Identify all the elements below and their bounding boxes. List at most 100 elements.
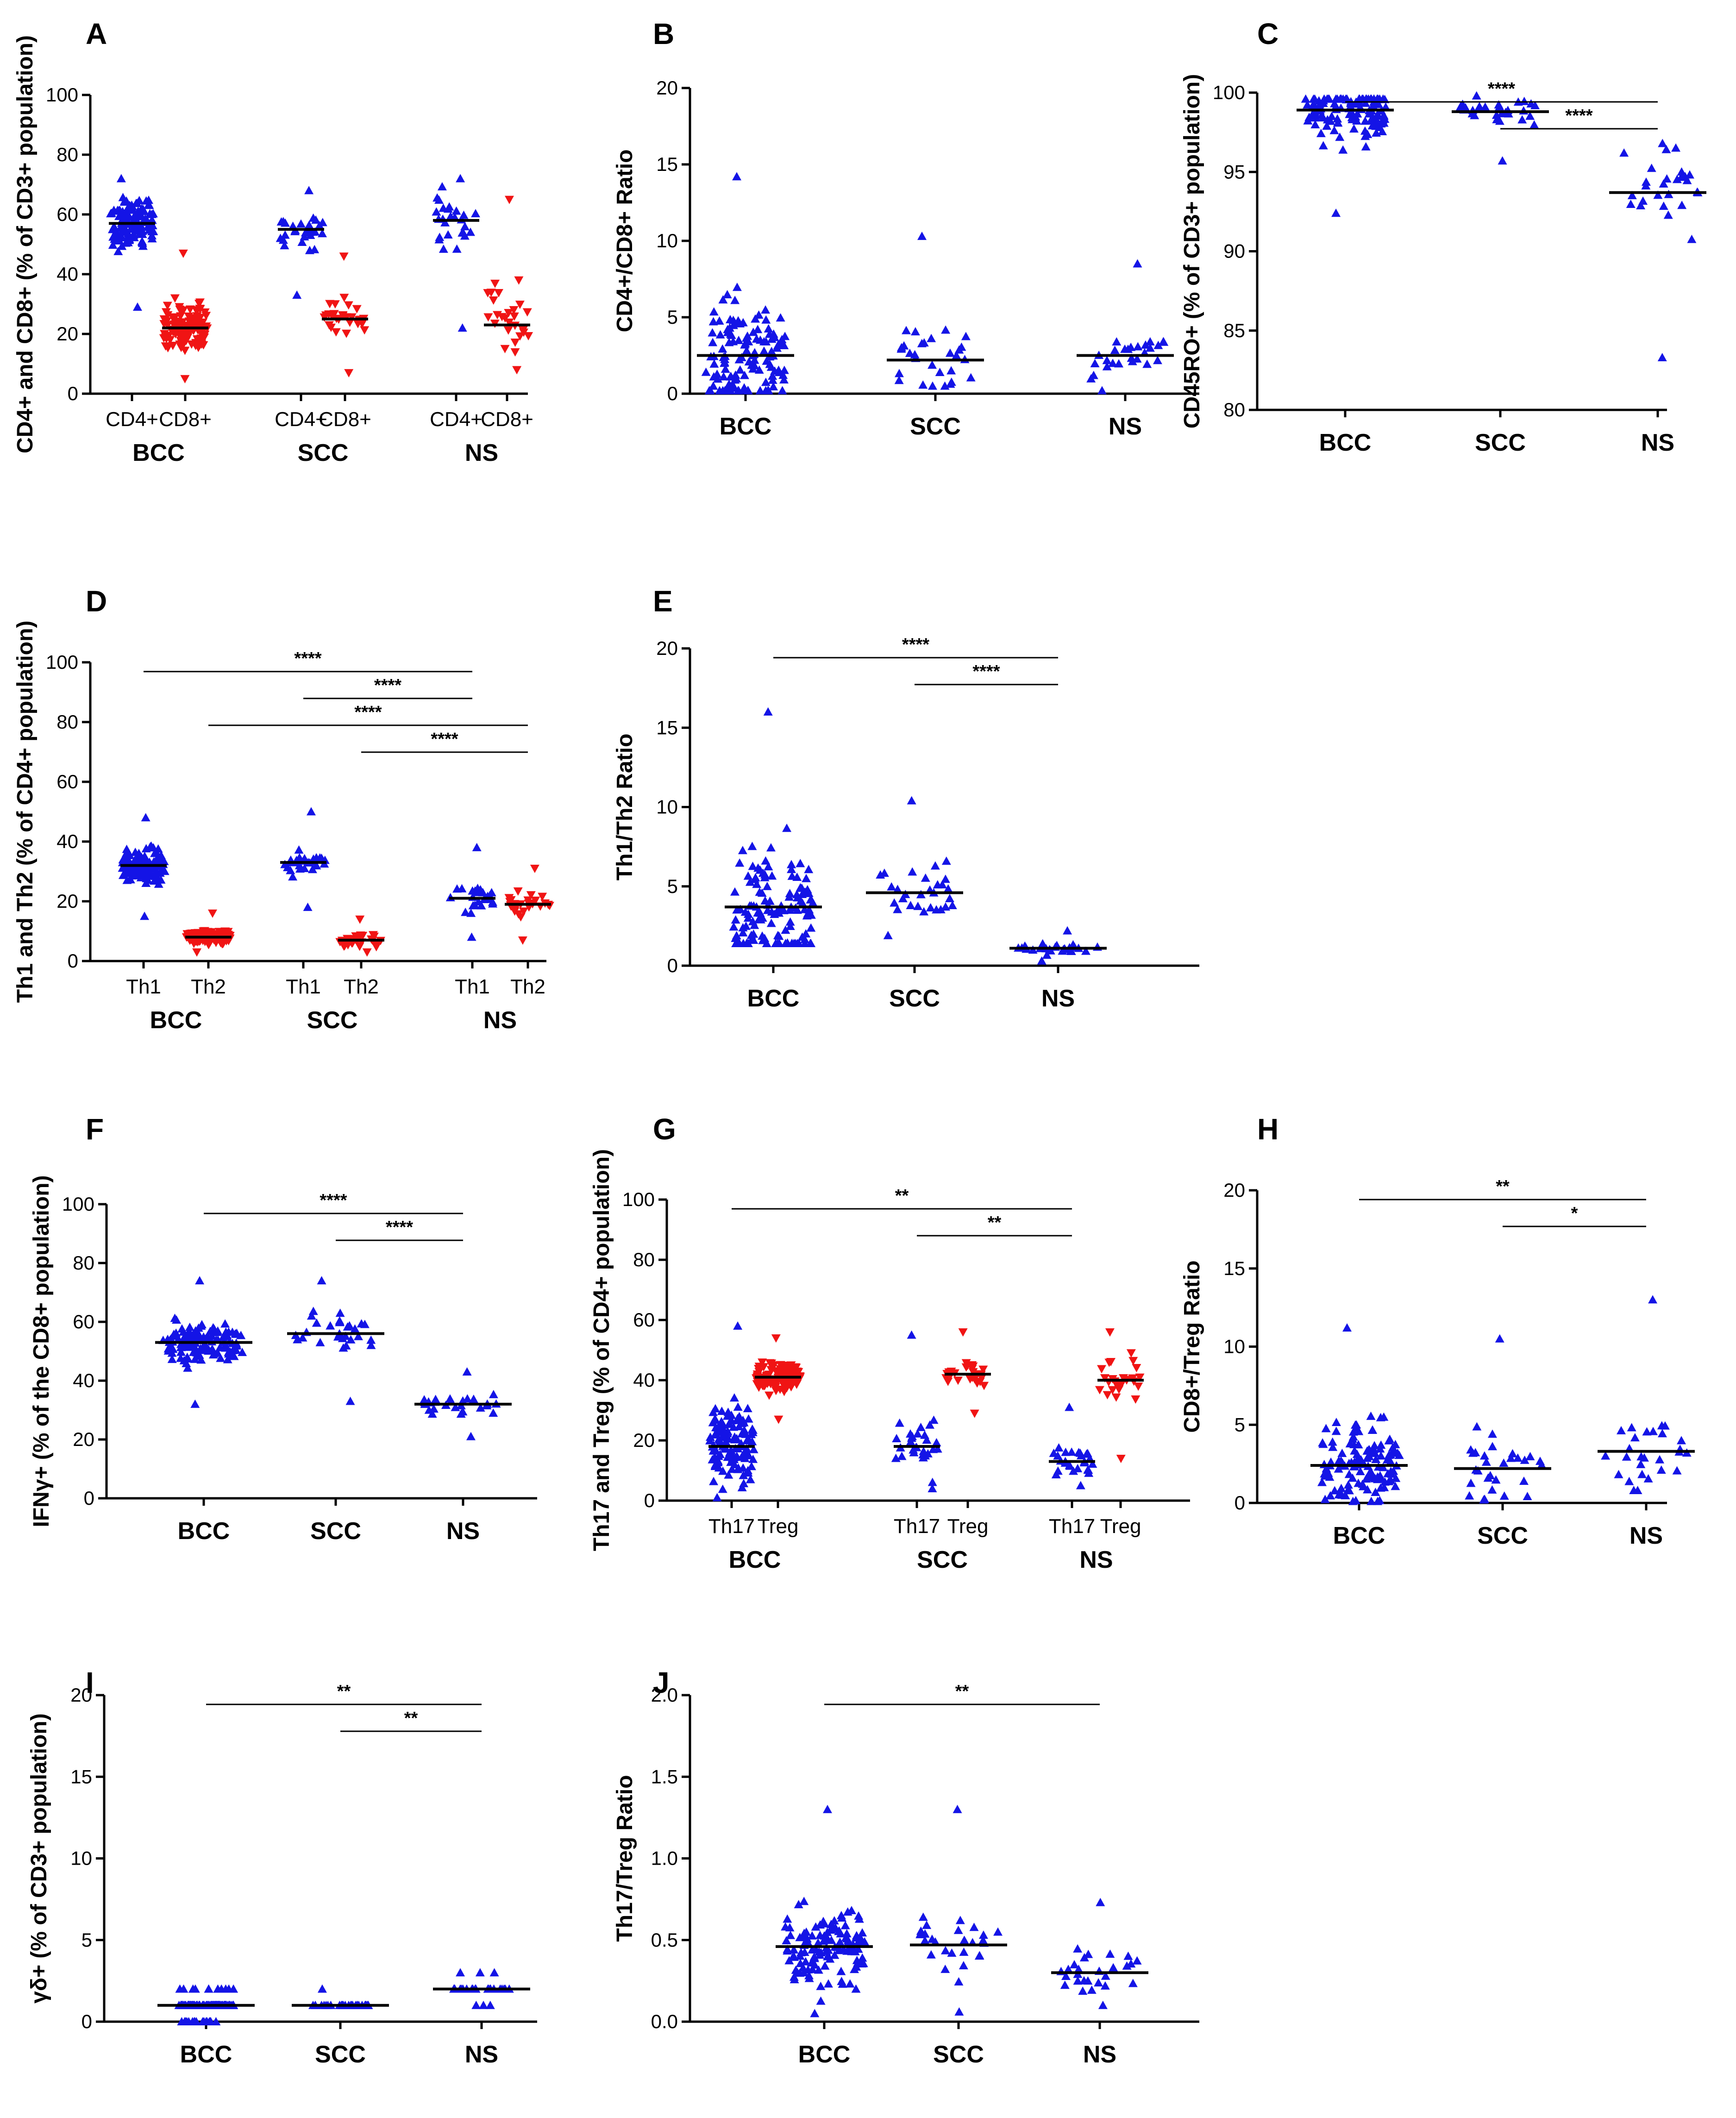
data-point [144, 201, 154, 209]
data-point [777, 1370, 787, 1379]
data-point [895, 1418, 904, 1427]
data-point [1090, 358, 1100, 367]
data-point [858, 1953, 867, 1962]
data-point [192, 948, 202, 957]
data-point [1657, 1429, 1667, 1438]
y-tick-label: 20 [656, 637, 678, 659]
data-point [913, 1429, 922, 1438]
data-point [730, 887, 740, 896]
data-point [1643, 1474, 1653, 1483]
significance-label: **** [1488, 79, 1515, 99]
data-point [469, 1395, 478, 1403]
panel-e: E 0 5 10 15 20 Th1/Th2 Ratio BCC SCC NS **** **** [613, 584, 1199, 1012]
data-point [1526, 99, 1536, 108]
data-point [445, 1394, 455, 1403]
panel-label: C [1257, 17, 1278, 50]
data-point [1331, 1417, 1341, 1426]
data-point [1094, 1978, 1103, 1986]
data-point [159, 865, 169, 874]
data-point [807, 1958, 816, 1967]
data-point [197, 1320, 207, 1328]
data-point [1325, 1472, 1335, 1481]
data-point [439, 244, 448, 253]
data-point [311, 215, 321, 224]
data-point [717, 1406, 727, 1415]
series-ns [1009, 926, 1107, 965]
data-point [1687, 234, 1697, 243]
data-point [489, 296, 498, 305]
y-tick-label: 10 [656, 796, 678, 818]
y-tick-label: 100 [46, 651, 78, 673]
data-point [740, 907, 750, 916]
y-tick-label: 90 [1223, 240, 1245, 262]
data-point [1114, 1385, 1124, 1394]
data-point [953, 1925, 963, 1934]
data-point [772, 343, 782, 352]
data-point [771, 1387, 781, 1395]
data-point [1493, 115, 1503, 124]
data-point [928, 1445, 938, 1453]
data-point [748, 861, 758, 870]
data-point [725, 1420, 734, 1428]
data-point [735, 858, 745, 867]
data-point [503, 326, 513, 335]
data-point [768, 371, 777, 380]
data-point [431, 1395, 440, 1403]
data-point [1472, 91, 1481, 100]
data-point [1132, 1364, 1141, 1372]
data-point [1642, 1427, 1652, 1436]
data-point [785, 905, 795, 914]
y-tick-label: 0 [644, 1490, 655, 1511]
data-point [1373, 111, 1383, 119]
data-point [117, 221, 126, 230]
data-point [761, 315, 771, 324]
data-point [339, 252, 349, 261]
y-tick-label: 0 [68, 383, 78, 404]
data-point [940, 1964, 950, 1973]
data-point [1641, 177, 1651, 186]
y-tick-label: 95 [1223, 161, 1245, 182]
data-point [778, 371, 788, 379]
data-point [1624, 1477, 1634, 1485]
data-point [176, 1347, 186, 1356]
data-point [1061, 1971, 1071, 1980]
x-group-label: BCC [729, 1546, 781, 1573]
data-point [229, 1984, 238, 1993]
data-point [826, 1920, 836, 1929]
data-point [738, 923, 748, 931]
data-point [749, 1445, 758, 1453]
data-point [756, 915, 765, 924]
data-point [1142, 359, 1152, 368]
data-point [1328, 1437, 1337, 1446]
data-point [1083, 1976, 1093, 1985]
data-point [1360, 126, 1370, 135]
data-point [787, 865, 796, 874]
data-point [1141, 340, 1150, 349]
data-point [758, 1358, 767, 1367]
y-tick-label: 80 [1223, 399, 1245, 421]
data-point [785, 917, 795, 926]
data-point [290, 226, 300, 235]
data-point [1685, 170, 1695, 179]
x-group-label: NS [1041, 985, 1075, 1012]
data-point [907, 796, 916, 804]
y-tick-label: 15 [70, 1766, 92, 1787]
data-point [343, 1322, 352, 1331]
data-point [515, 301, 525, 309]
data-point [347, 313, 357, 322]
data-point [458, 228, 468, 237]
x-group-label: SCC [310, 1518, 361, 1545]
series-bcc [1297, 94, 1394, 217]
data-point [978, 1365, 988, 1374]
data-point [1513, 1453, 1523, 1462]
data-point [958, 1328, 968, 1337]
data-point [366, 1340, 376, 1349]
data-point [808, 899, 818, 907]
data-point [714, 1434, 724, 1443]
data-point [1081, 946, 1090, 955]
data-point [743, 1404, 752, 1413]
data-point [899, 341, 909, 350]
data-point [1391, 1482, 1400, 1490]
data-point [1487, 1485, 1497, 1494]
data-point [1131, 1395, 1141, 1404]
